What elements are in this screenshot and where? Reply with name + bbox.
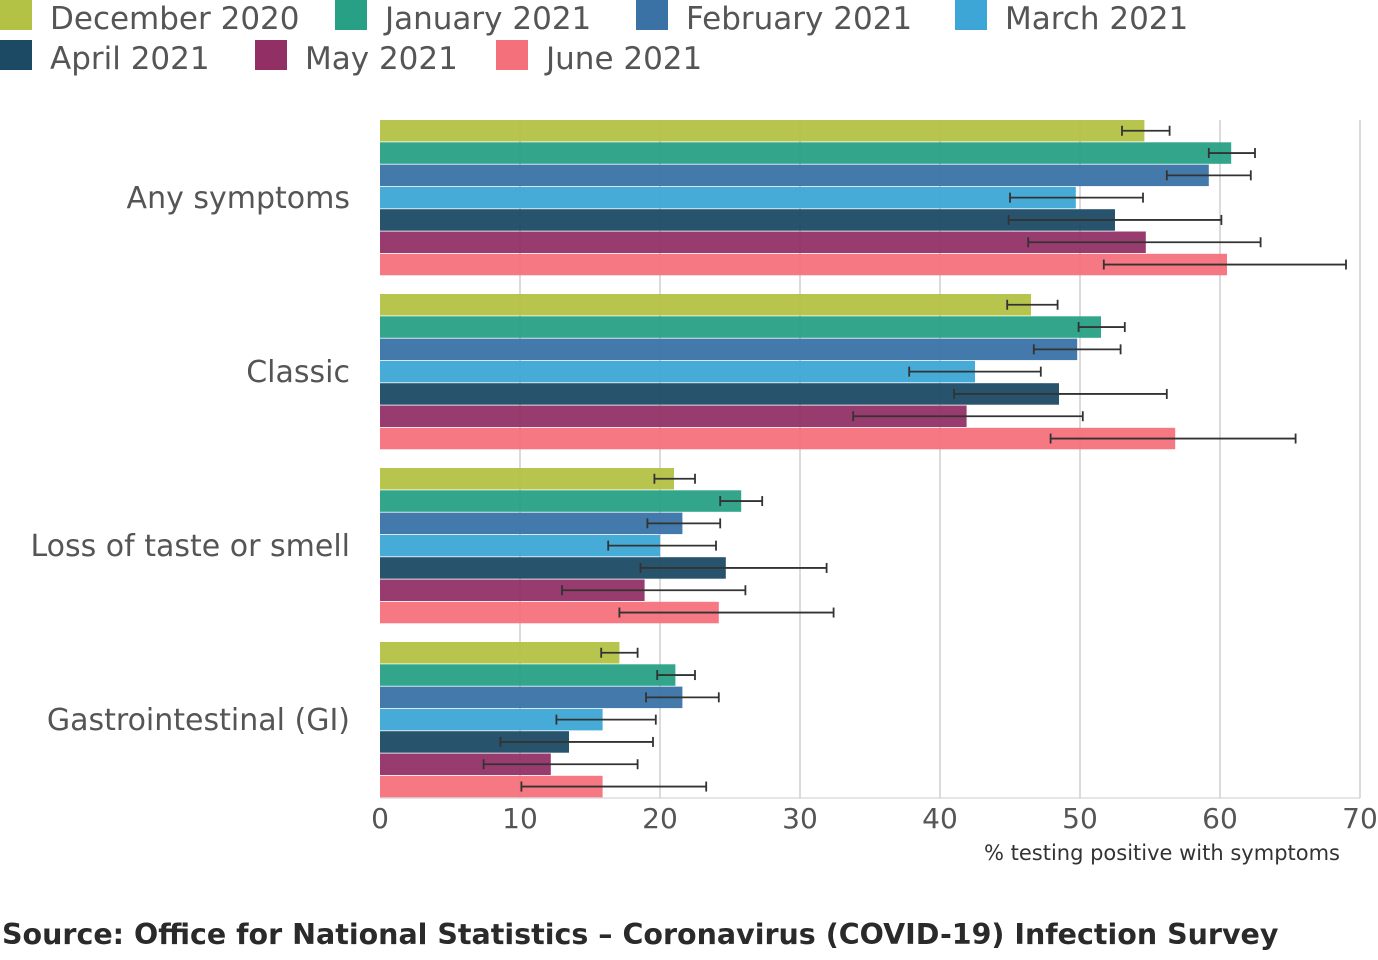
error-bar [1007,214,1223,225]
bar [380,579,645,601]
legend: December 2020 January 2021 February 2021 Ma… [0,0,1188,77]
legend-label: June 2021 [544,41,702,77]
category-label: Loss of taste or smell [30,529,350,564]
bar [380,490,742,512]
legend-item: February 2021 [636,0,912,37]
legend-label: February 2021 [686,1,912,37]
error-bar [1165,170,1252,181]
legend-label: December 2020 [50,1,300,37]
legend-swatch [955,0,987,30]
error-bar [1102,259,1347,270]
bar [380,231,1146,253]
bar [380,512,683,535]
legend-label: May 2021 [305,41,458,77]
bar [380,294,1031,316]
bar [380,534,660,557]
bar [380,383,1059,405]
legend-item: April 2021 [0,40,210,77]
category-label: Classic [246,355,350,390]
x-tick-label: 10 [502,802,538,835]
legend-label: April 2021 [50,41,210,77]
error-bar [1032,344,1122,355]
bar [380,209,1115,231]
x-tick-label: 50 [1062,802,1098,835]
bar [380,664,676,686]
error-bar [656,670,696,681]
bar [380,427,1176,450]
legend-item: March 2021 [955,0,1188,37]
bar [380,642,620,664]
error-bar [1006,299,1059,310]
error-bar [1077,322,1126,333]
bar [380,775,603,798]
legend-swatch [636,0,668,30]
x-axis-ticks: 0 10 20 30 40 50 60 70 [371,802,1378,835]
error-bar [1027,237,1262,248]
error-bar [1207,148,1256,159]
error-bar [600,647,639,658]
error-bar [852,411,1084,422]
bar [380,601,719,624]
category-label: Any symptoms [127,181,350,216]
bar [380,360,975,383]
bar [380,405,967,427]
error-bar [646,518,722,529]
source-note: Source: Office for National Statistics –… [2,918,1279,951]
x-tick-label: 20 [642,802,678,835]
error-bar [953,388,1168,399]
bar [380,468,674,490]
bar [380,708,603,731]
error-bar [908,366,1042,377]
error-bar [1009,192,1144,203]
error-bar [520,781,708,792]
bar [380,120,1145,142]
legend-item: May 2021 [255,40,458,77]
error-bar [618,607,835,618]
bar [380,186,1076,209]
error-bar [653,473,696,484]
bar [380,731,569,753]
legend-swatch [0,0,32,30]
error-bars [482,125,1347,792]
error-bar [482,759,639,770]
bar [380,164,1209,187]
error-bar [561,585,747,596]
bar-series [380,120,1232,798]
x-axis-title: % testing positive with symptoms [984,841,1340,865]
bar [380,686,683,709]
x-tick-label: 70 [1342,802,1378,835]
x-tick-label: 30 [782,802,818,835]
error-bar [499,736,654,747]
legend-swatch [255,40,287,70]
error-bar [607,540,717,551]
legend-label: January 2021 [383,1,591,37]
category-label: Gastrointestinal (GI) [47,703,350,738]
legend-label: March 2021 [1005,1,1188,37]
legend-swatch [496,40,528,70]
x-tick-label: 60 [1202,802,1238,835]
legend-item: June 2021 [496,40,702,77]
legend-swatch [335,0,367,30]
error-bar [719,496,764,507]
bar [380,142,1232,164]
bar [380,338,1078,361]
bar [380,753,551,775]
legend-item: January 2021 [335,0,591,37]
error-bar [645,692,720,703]
error-bar [1049,433,1297,444]
category-labels: Any symptoms Classic Loss of taste or smel… [30,181,350,738]
x-tick-label: 0 [371,802,389,835]
bar [380,316,1101,338]
x-tick-label: 40 [922,802,958,835]
error-bar [555,714,657,725]
bar [380,253,1227,276]
error-bar [639,562,828,573]
legend-item: December 2020 [0,0,300,37]
error-bar [1121,125,1171,136]
bar [380,557,726,579]
legend-swatch [0,40,32,70]
